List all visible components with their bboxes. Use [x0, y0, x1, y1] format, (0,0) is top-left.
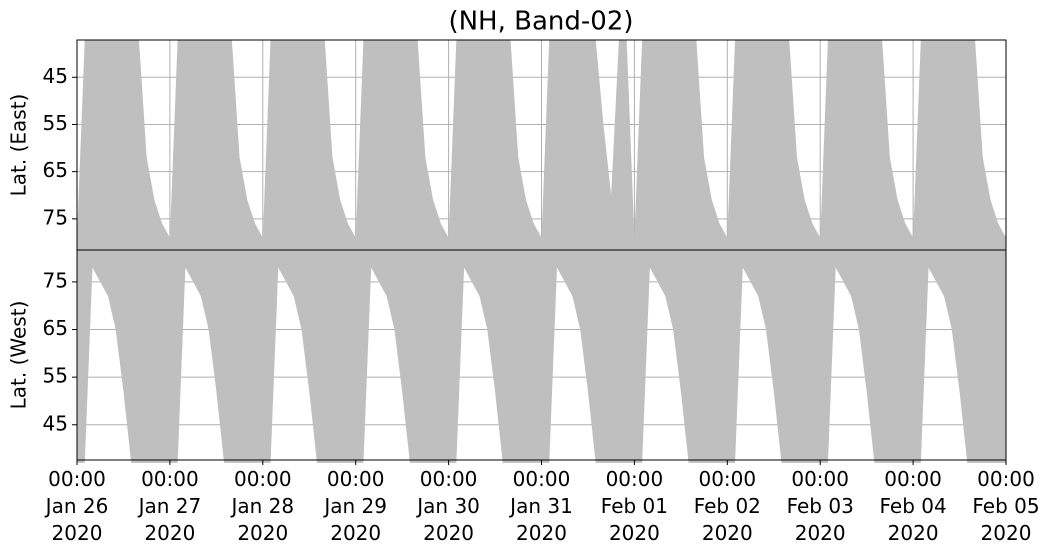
x-tick-label: 00:00 Feb 05 2020: [972, 467, 1040, 545]
y-axis-label: Lat. (West): [7, 301, 31, 410]
x-tick-label: 00:00 Jan 30 2020: [417, 467, 480, 545]
coverage-area: [77, 250, 1006, 463]
coverage-area: [77, 39, 1006, 250]
y-tick-label: 45: [43, 411, 68, 435]
x-tick-label: 00:00 Feb 03 2020: [786, 467, 854, 545]
y-tick-label: 65: [43, 316, 68, 340]
y-axis-label: Lat. (East): [7, 94, 31, 197]
y-tick-label: 75: [43, 268, 68, 292]
x-tick-label: 00:00 Jan 31 2020: [510, 467, 573, 545]
y-tick-label: 55: [43, 111, 68, 135]
y-tick-label: 55: [43, 364, 68, 388]
x-tick-label: 00:00 Jan 27 2020: [138, 467, 202, 545]
y-tick-label: 45: [43, 64, 68, 88]
y-tick-label: 75: [43, 205, 68, 229]
x-tick-label: 00:00 Feb 04 2020: [879, 467, 947, 545]
x-tick-label: 00:00 Feb 02 2020: [693, 467, 761, 545]
x-tick-label: 00:00 Jan 26 2020: [45, 467, 109, 545]
x-tick-label: 00:00 Jan 28 2020: [231, 467, 295, 545]
y-tick-label: 65: [43, 158, 68, 182]
chart-title: (NH, Band-02): [448, 7, 633, 37]
x-tick-label: 00:00 Jan 29 2020: [324, 467, 388, 545]
x-tick-label: 00:00 Feb 01 2020: [600, 467, 668, 545]
